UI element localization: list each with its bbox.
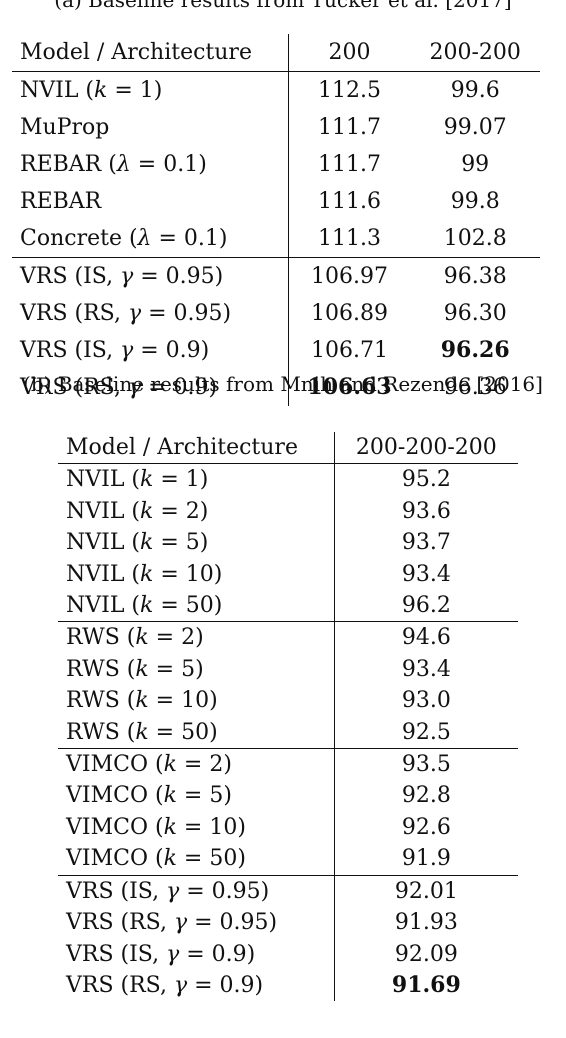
table-row: VRS (RS, γ = 0.95) 91.93: [58, 907, 518, 939]
table-a: Model / Architecture 200 200-200 NVIL (k…: [12, 34, 540, 406]
table-b-header-row: Model / Architecture 200-200-200: [58, 432, 518, 465]
table-a-model-cell: VRS (RS, γ = 0.95): [12, 295, 289, 332]
table-b-value-cell: 96.2: [401, 593, 451, 619]
table-a-value-cell: 96.30: [443, 301, 507, 326]
table-row: RWS (k = 5) 93.4: [58, 653, 518, 686]
table-row: RWS (k = 50) 92.5: [58, 716, 518, 749]
table-a-value-cell: 99.8: [450, 189, 500, 214]
table-b-value-cell: 93.5: [334, 748, 518, 781]
table-a-value-cell: 111.3: [318, 226, 381, 251]
table-row: VRS (IS, γ = 0.9) 92.09: [58, 938, 518, 970]
table-a-header-model: Model / Architecture: [12, 34, 289, 72]
table-row: VIMCO (k = 5) 92.8: [58, 780, 518, 812]
table-a-value-cell: 106.89: [311, 301, 388, 326]
table-a-model-cell: VRS (RS, γ = 0.9): [12, 369, 289, 406]
table-a-value-cell: 99: [461, 152, 490, 177]
table-row: MuProp 111.7 99.07: [12, 109, 540, 146]
table-b-value-cell: 95.2: [401, 467, 451, 493]
table-b-model-cell: RWS (k = 5): [58, 653, 335, 686]
table-a-header-row: Model / Architecture 200 200-200: [12, 34, 540, 72]
table-b-header-model: Model / Architecture: [58, 432, 335, 465]
table-b-value-cell: 92.5: [401, 719, 451, 745]
table-a-model-cell: NVIL (k = 1): [12, 71, 289, 109]
table-b-model-cell: VIMCO (k = 10): [58, 811, 335, 844]
table-row: NVIL (k = 5) 93.7: [58, 527, 518, 559]
table-b-model-cell: VRS (RS, γ = 0.95): [58, 907, 335, 939]
table-row: NVIL (k = 2) 93.6: [58, 495, 518, 528]
table-row: RWS (k = 10) 93.0: [58, 685, 518, 717]
table-b-value-cell: 93.0: [401, 688, 451, 714]
table-a-header-200: 200: [288, 34, 411, 72]
table-a-model-cell: Concrete (λ = 0.1): [12, 220, 289, 258]
table-b-model-cell: RWS (k = 10): [58, 685, 335, 717]
table-b-value-cell: 92.6: [401, 814, 451, 840]
table-b-model-cell: VIMCO (k = 50): [58, 843, 335, 876]
table-b-model-cell: NVIL (k = 1): [58, 463, 335, 496]
table-row: NVIL (k = 50) 96.2: [58, 590, 518, 622]
table-a-value-cell: 99.07: [443, 115, 507, 140]
table-b-model-cell: VIMCO (k = 2): [58, 748, 335, 781]
table-row: VRS (IS, γ = 0.9) 106.71 96.26: [12, 332, 540, 369]
table-a-model-cell: REBAR: [12, 183, 289, 220]
table-a-model-cell: VRS (IS, γ = 0.9): [12, 332, 289, 369]
table-b-value-cell: 93.7: [401, 530, 451, 556]
table-b-model-cell: NVIL (k = 2): [58, 495, 335, 528]
table-b-model-cell: NVIL (k = 10): [58, 558, 335, 591]
table-row: VIMCO (k = 2) 93.5: [58, 748, 518, 781]
table-a-model-cell: MuProp: [12, 109, 289, 146]
table-a-model-cell: VRS (IS, γ = 0.95): [12, 257, 289, 295]
table-a-model-cell: REBAR (λ = 0.1): [12, 146, 289, 183]
table-row: VRS (RS, γ = 0.9) 91.69: [58, 969, 518, 1002]
table-row: VRS (RS, γ = 0.9) 106.63 96.36: [12, 369, 540, 406]
table-a-value-cell: 96.26: [440, 337, 510, 363]
table-a-value-cell: 112.5: [318, 78, 381, 103]
table-b-header-200-200-200: 200-200-200: [334, 432, 518, 465]
table-row: NVIL (k = 1) 112.5 99.6: [12, 71, 540, 109]
table-a-caption: (a) Baseline results from Tucker et al. …: [54, 0, 512, 12]
table-b-model-cell: RWS (k = 50): [58, 716, 335, 749]
table-a-header-200-200: 200-200: [410, 34, 540, 72]
table-a-value-cell: 111.7: [318, 152, 381, 177]
table-row: VIMCO (k = 50) 91.9: [58, 843, 518, 876]
table-a-value-cell: 99.6: [450, 78, 500, 103]
table-row: VRS (IS, γ = 0.95) 106.97 96.38: [12, 257, 540, 295]
table-b-value-cell: 94.6: [334, 621, 518, 654]
table-b-value-cell: 91.9: [401, 846, 451, 872]
table-b-model-cell: VRS (RS, γ = 0.9): [58, 969, 335, 1002]
table-b-value-cell: 92.09: [394, 941, 458, 967]
table-row: Concrete (λ = 0.1) 111.3 102.8: [12, 220, 540, 258]
table-a-value-cell: 102.8: [443, 226, 507, 251]
table-b-value-cell: 93.4: [401, 561, 451, 587]
table-b-value-cell: 91.69: [391, 971, 461, 998]
table-row: REBAR 111.6 99.8: [12, 183, 540, 220]
table-row: NVIL (k = 1) 95.2: [58, 463, 518, 496]
table-b-model-cell: NVIL (k = 5): [58, 527, 335, 559]
table-row: VRS (IS, γ = 0.95) 92.01: [58, 874, 518, 908]
table-b-model-cell: NVIL (k = 50): [58, 590, 335, 622]
table-row: VRS (RS, γ = 0.95) 106.89 96.30: [12, 295, 540, 332]
table-b-value-cell: 92.8: [401, 783, 451, 809]
table-b: Model / Architecture 200-200-200 NVIL (k…: [58, 432, 518, 1002]
table-a-value-cell: 111.6: [318, 189, 381, 214]
table-b-caption: (b) Baseline results from Mnih and Rezen…: [23, 372, 543, 396]
table-a-value-cell: 96.36: [443, 375, 507, 400]
table-a-value-cell: 106.71: [311, 338, 388, 363]
table-b-model-cell: VIMCO (k = 5): [58, 780, 335, 812]
table-a-value-cell: 106.63: [307, 374, 392, 400]
table-b-value-cell: 93.4: [401, 656, 451, 682]
table-b-value-cell: 91.93: [394, 910, 458, 936]
table-row: VIMCO (k = 10) 92.6: [58, 811, 518, 844]
table-a-value-cell: 96.38: [410, 257, 540, 295]
table-b-value-cell: 92.01: [334, 874, 518, 908]
table-b-value-cell: 93.6: [401, 498, 451, 524]
table-a-value-cell: 111.7: [318, 115, 381, 140]
table-a-value-cell: 106.97: [288, 257, 411, 295]
table-row: RWS (k = 2) 94.6: [58, 621, 518, 654]
table-b-model-cell: VRS (IS, γ = 0.95): [58, 874, 335, 908]
table-row: REBAR (λ = 0.1) 111.7 99: [12, 146, 540, 183]
table-row: NVIL (k = 10) 93.4: [58, 558, 518, 591]
table-b-model-cell: VRS (IS, γ = 0.9): [58, 938, 335, 970]
table-b-model-cell: RWS (k = 2): [58, 621, 335, 654]
